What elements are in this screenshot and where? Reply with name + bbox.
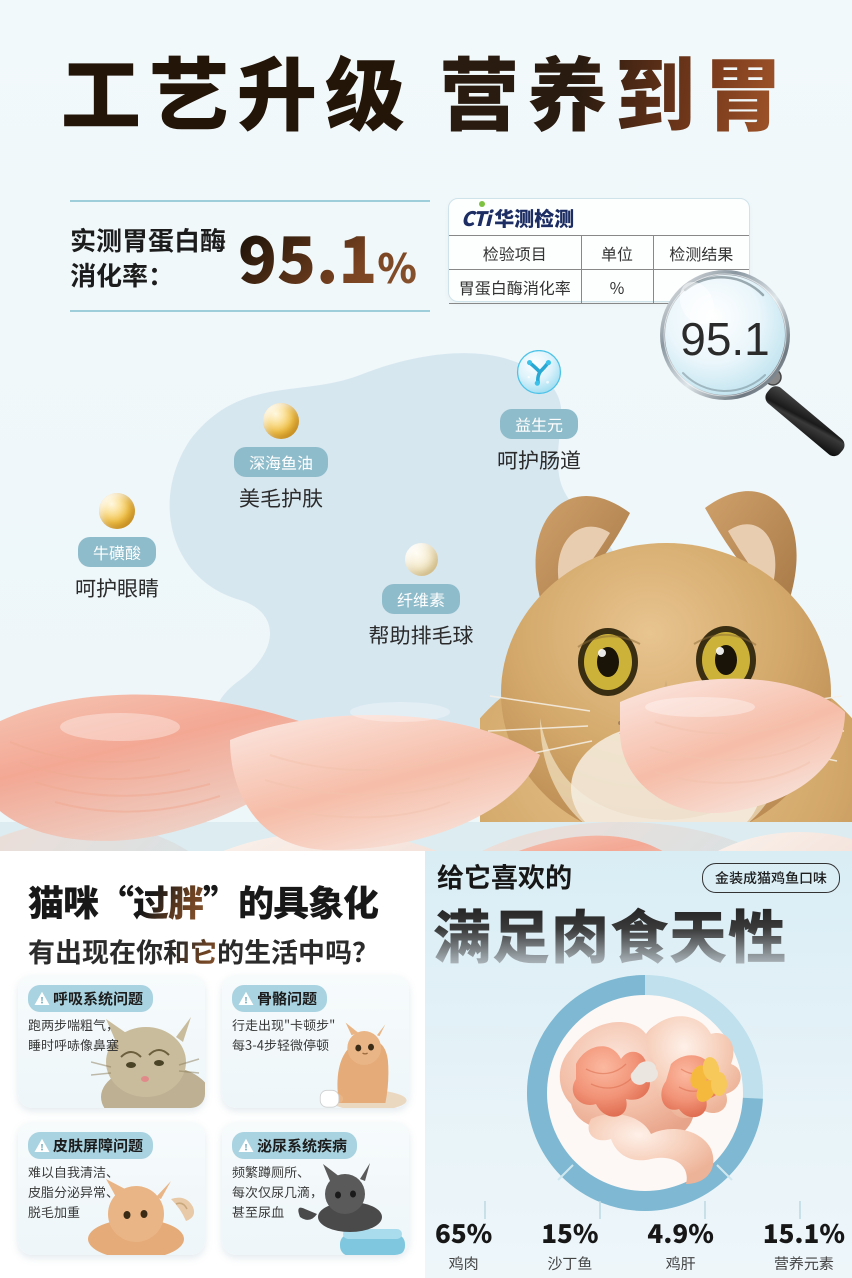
svg-text:!: ! xyxy=(244,993,247,1006)
svg-text:!: ! xyxy=(40,993,43,1006)
svg-text:!: ! xyxy=(244,1140,247,1153)
svg-text:!: ! xyxy=(40,1140,43,1153)
